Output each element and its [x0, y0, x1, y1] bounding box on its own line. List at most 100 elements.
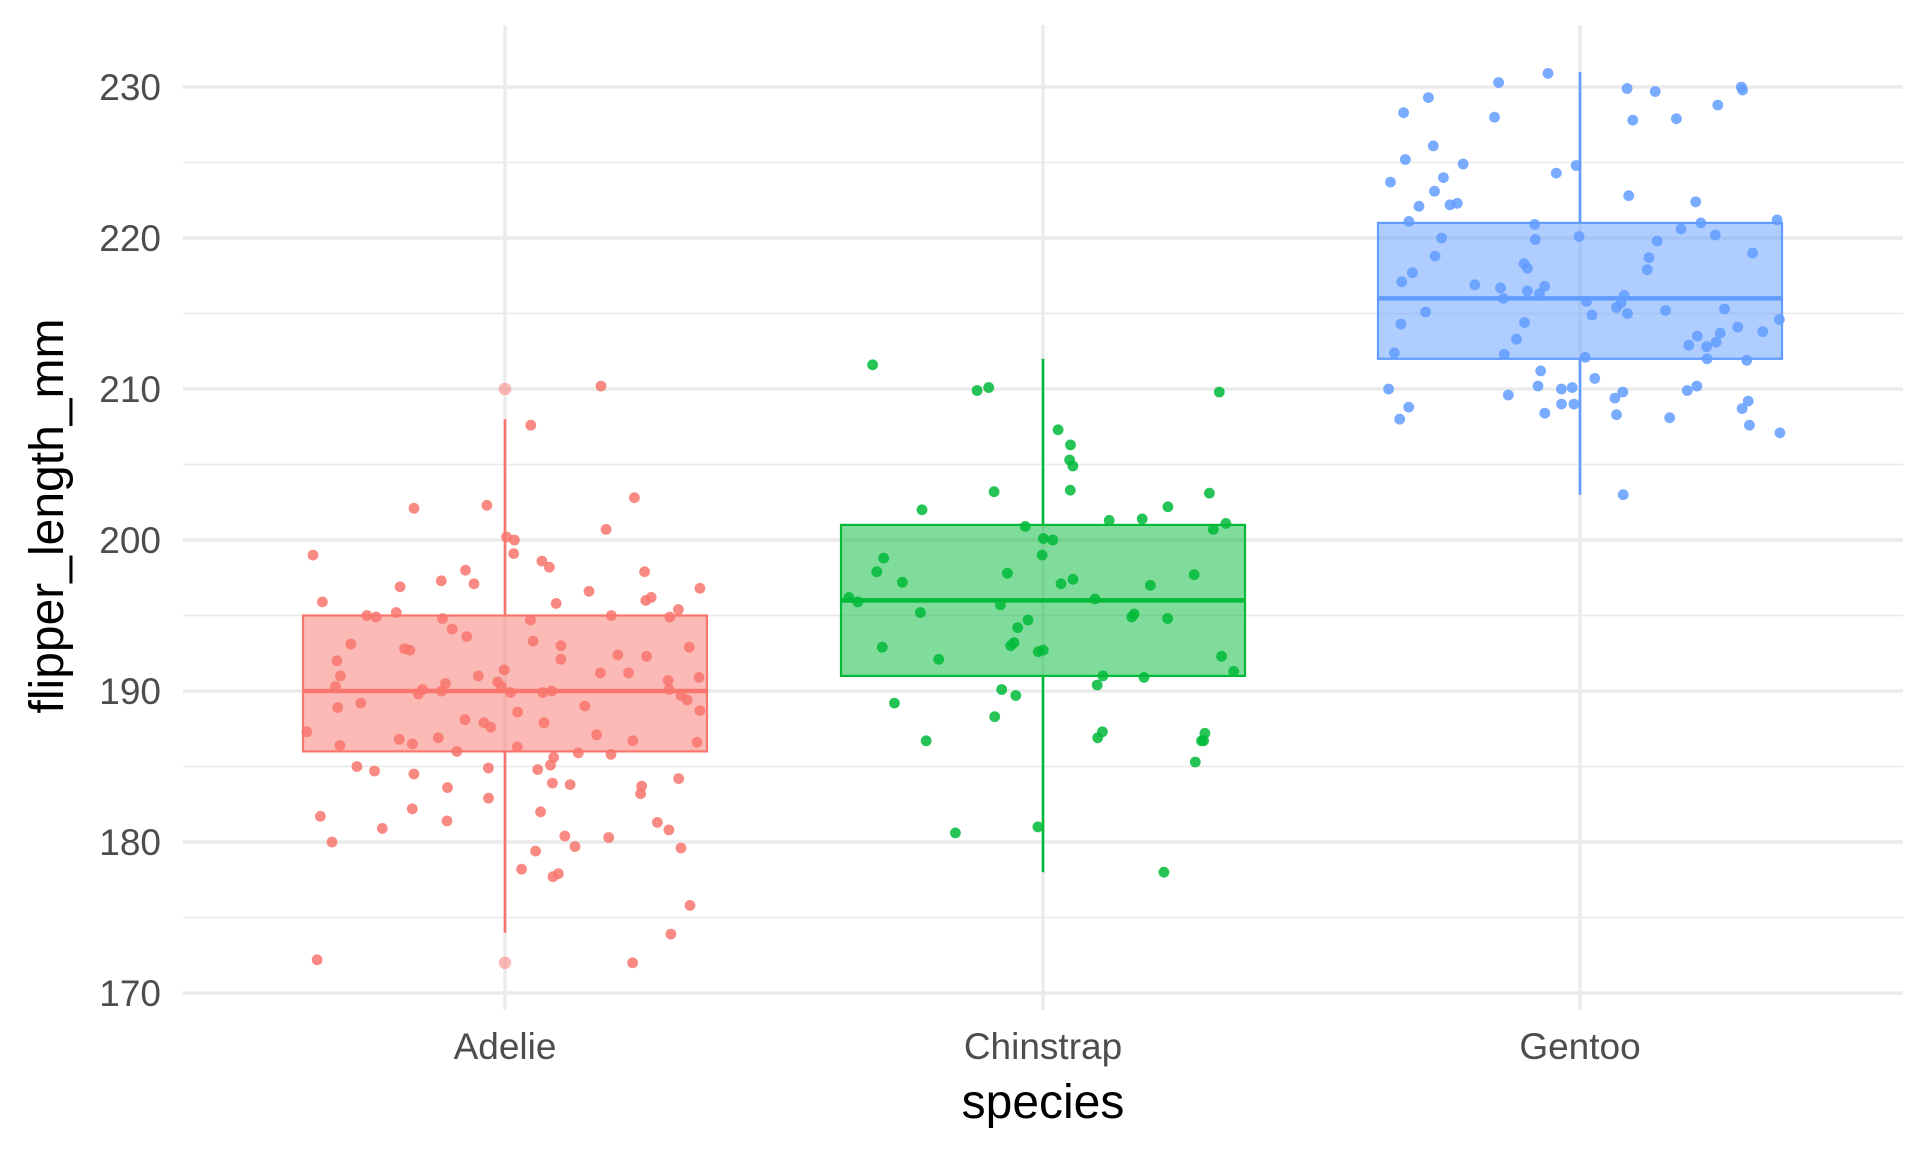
- gentoo-point: [1495, 282, 1506, 294]
- chinstrap-point: [915, 607, 926, 618]
- adelie-point: [693, 672, 705, 683]
- adelie-point: [496, 681, 507, 692]
- adelie-point: [662, 675, 674, 686]
- gentoo-point: [1771, 214, 1783, 226]
- chinstrap-point: [1019, 521, 1031, 532]
- gentoo-point: [1611, 302, 1622, 313]
- gentoo-point: [1489, 111, 1500, 123]
- adelie-points: [301, 380, 706, 969]
- gentoo-point: [1737, 84, 1748, 96]
- adelie-point: [334, 740, 346, 751]
- adelie-point: [345, 638, 357, 650]
- adelie-point: [435, 575, 447, 587]
- adelie-point: [605, 610, 617, 621]
- gentoo-point: [1573, 231, 1585, 242]
- x-tick-label: Adelie: [454, 1026, 557, 1067]
- adelie-point: [640, 595, 652, 606]
- gentoo-point: [1701, 353, 1713, 365]
- adelie-point: [559, 830, 571, 842]
- adelie-point: [694, 705, 706, 716]
- adelie-point: [555, 653, 567, 665]
- adelie-point: [307, 549, 319, 561]
- adelie-point: [663, 824, 675, 836]
- gentoo-point: [1539, 407, 1551, 419]
- gentoo-point: [1709, 229, 1721, 241]
- adelie-point: [512, 706, 523, 718]
- adelie-point: [511, 741, 523, 753]
- adelie-point: [572, 747, 584, 759]
- chinstrap-point: [989, 711, 1001, 723]
- adelie-point: [600, 524, 612, 535]
- adelie-point: [404, 644, 416, 656]
- gentoo-point: [1498, 293, 1509, 304]
- x-tick-label: Chinstrap: [964, 1026, 1122, 1067]
- adelie-point: [355, 697, 367, 709]
- adelie-point: [446, 623, 458, 635]
- adelie-point: [432, 732, 444, 744]
- adelie-point: [436, 685, 447, 697]
- gentoo-point: [1436, 232, 1447, 244]
- chinstrap-point: [1067, 573, 1079, 585]
- gentoo-points: [1383, 68, 1786, 501]
- chinstrap-point: [1038, 533, 1049, 544]
- adelie-point: [639, 566, 650, 578]
- adelie-point: [673, 773, 685, 784]
- adelie-point: [665, 928, 677, 940]
- gentoo-point: [1399, 154, 1411, 165]
- adelie-point: [673, 604, 684, 615]
- gentoo-point: [1413, 200, 1425, 212]
- adelie-point: [509, 534, 520, 546]
- adelie-point: [603, 832, 615, 843]
- gentoo-point: [1529, 219, 1541, 230]
- adelie-point: [370, 611, 382, 623]
- adelie-point: [694, 582, 706, 594]
- adelie-point: [635, 788, 646, 800]
- gentoo-point: [1566, 382, 1578, 393]
- gentoo-point: [1427, 140, 1439, 152]
- gentoo-boxplot: [1376, 71, 1784, 495]
- gentoo-point: [1398, 107, 1409, 119]
- gentoo-point: [1675, 223, 1687, 235]
- gentoo-point: [1732, 321, 1744, 333]
- adelie-point: [331, 655, 343, 667]
- gentoo-point: [1385, 176, 1396, 188]
- gentoo-point: [1741, 354, 1753, 366]
- adelie-point: [472, 670, 484, 682]
- chinstrap-points: [843, 359, 1240, 878]
- chinstrap-point: [1162, 613, 1173, 624]
- y-tick-label: 180: [99, 822, 161, 863]
- gentoo-point: [1719, 303, 1730, 315]
- gentoo-point: [1542, 68, 1554, 79]
- chinstrap-point: [1188, 569, 1200, 581]
- chinstrap-point: [1145, 579, 1156, 591]
- adelie-point: [505, 687, 516, 698]
- adelie-point: [393, 733, 405, 745]
- gentoo-point: [1651, 235, 1663, 247]
- gentoo-point: [1556, 398, 1567, 410]
- adelie-point: [691, 736, 703, 748]
- chinstrap-point: [1204, 487, 1215, 499]
- adelie-point: [537, 687, 549, 698]
- gentoo-point: [1388, 347, 1400, 359]
- gentoo-point: [1570, 160, 1582, 171]
- gentoo-point: [1671, 113, 1682, 125]
- chinstrap-point: [1189, 756, 1201, 768]
- adelie-point: [623, 667, 634, 679]
- adelie-point: [652, 817, 663, 828]
- y-axis-tick-labels: 170 180 190 200 210 220 230: [99, 67, 161, 1014]
- chinstrap-point: [843, 592, 855, 603]
- gentoo-point: [1581, 296, 1592, 307]
- adelie-point: [569, 841, 581, 852]
- chinstrap-point: [897, 576, 908, 588]
- gentoo-point: [1511, 333, 1522, 345]
- adelie-point: [461, 631, 473, 642]
- chinstrap-point: [1207, 524, 1219, 535]
- gentoo-point: [1622, 308, 1633, 319]
- adelie-point: [544, 561, 555, 573]
- adelie-point: [459, 714, 471, 726]
- y-axis-title: flipper_length_mm: [21, 319, 74, 714]
- gentoo-point: [1550, 167, 1562, 179]
- adelie-point: [330, 681, 341, 692]
- chinstrap-point: [933, 653, 945, 665]
